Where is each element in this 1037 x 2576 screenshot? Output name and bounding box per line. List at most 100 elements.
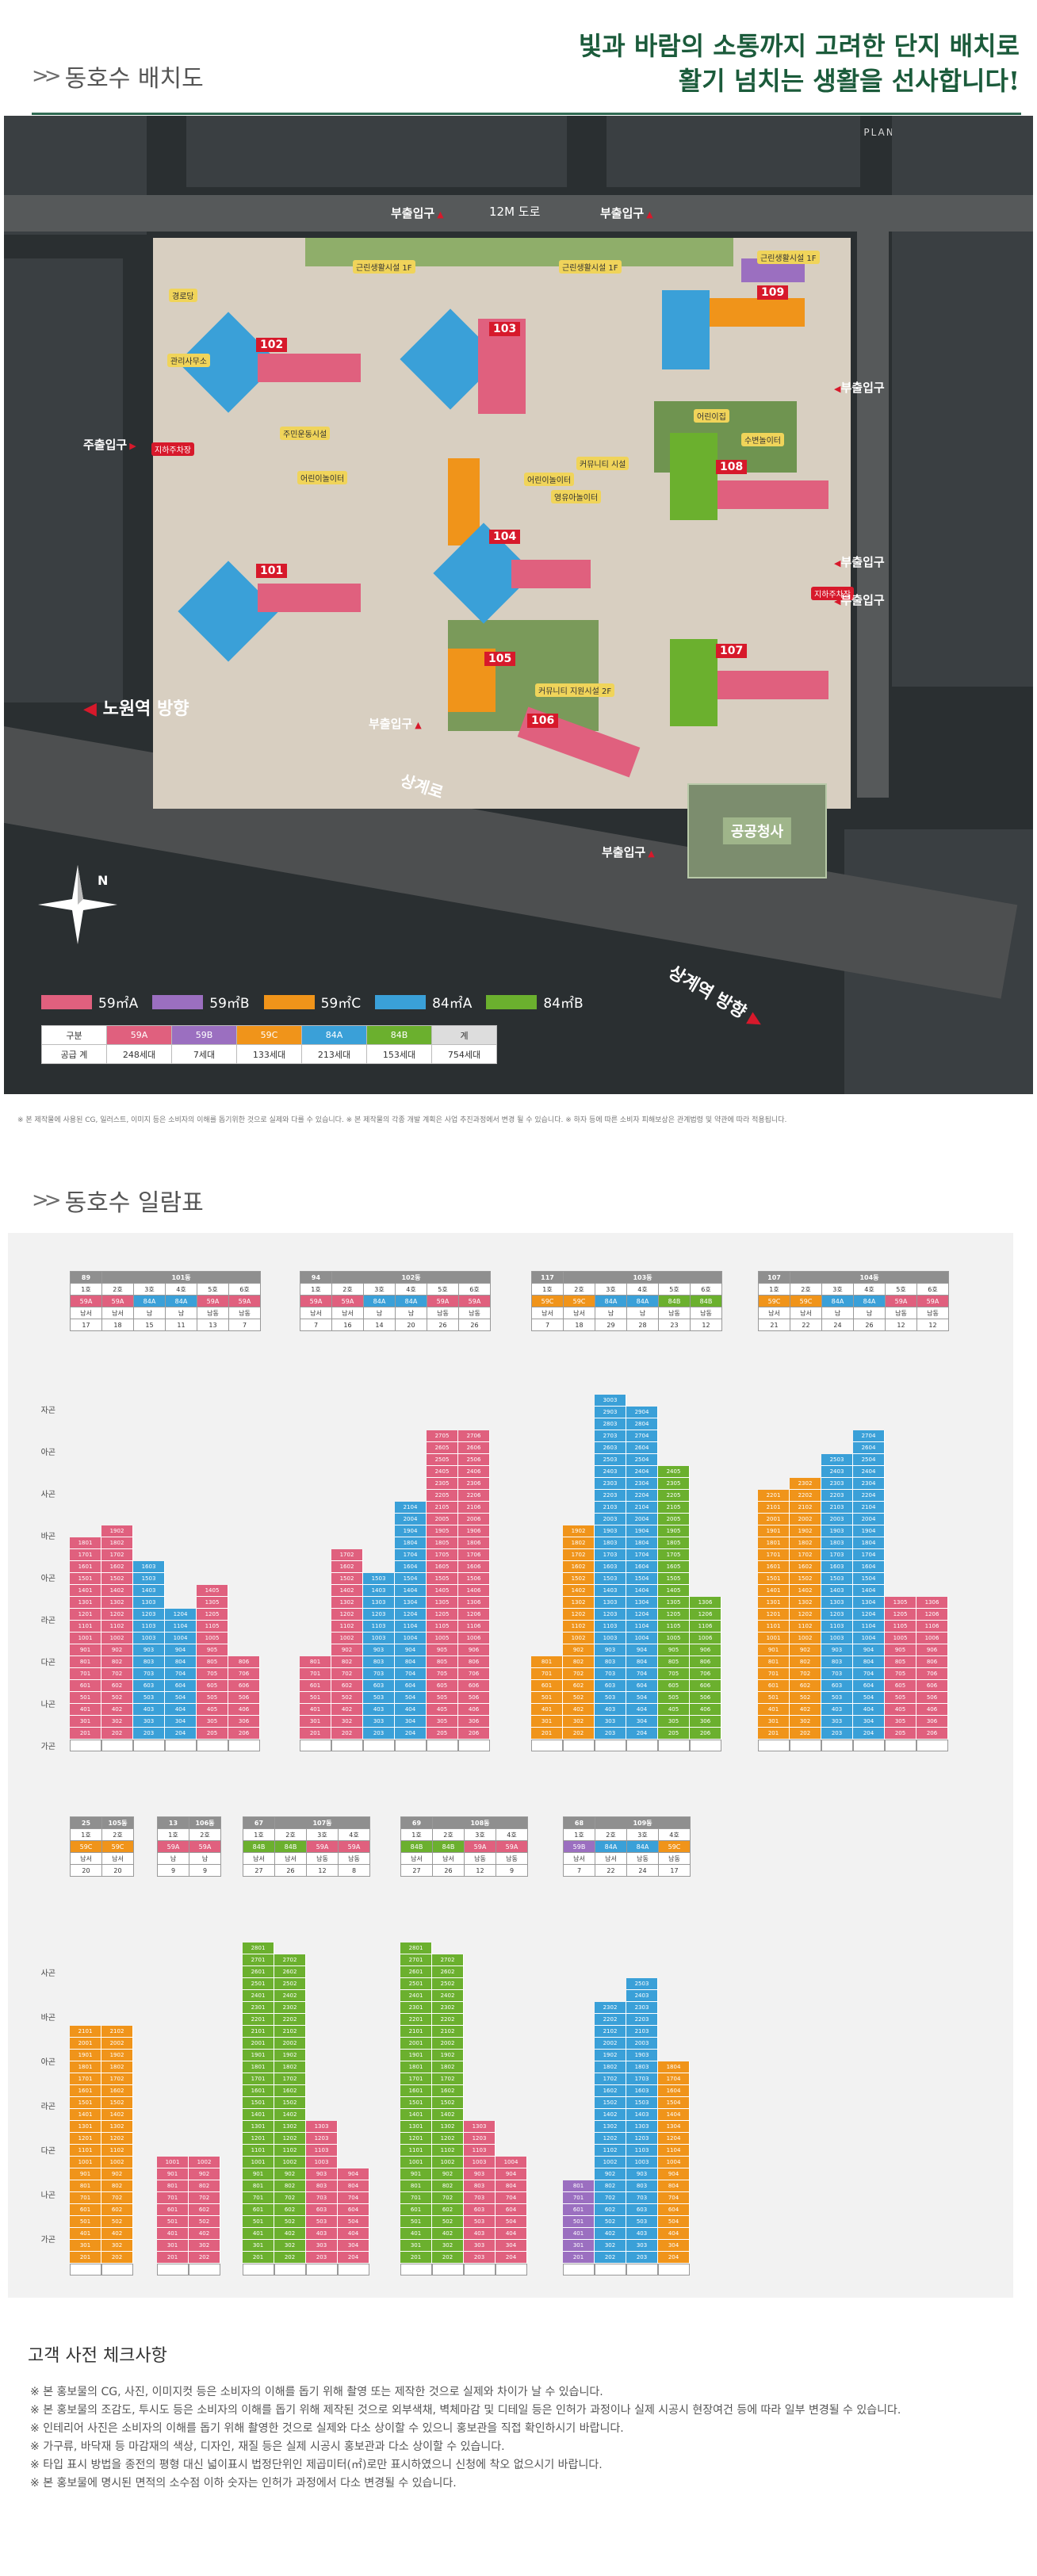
- unit-cell: 601: [157, 2204, 189, 2216]
- unit-cell: 3003: [595, 1395, 626, 1407]
- building-header-title-row: 67 107동: [243, 1816, 370, 1829]
- unit-cell: 2702: [432, 1954, 464, 1966]
- unit-cell: 702: [189, 2192, 220, 2204]
- unit-cell: 1102: [432, 2145, 464, 2157]
- unit-cell: 902: [595, 2168, 626, 2180]
- entrance-label: 부출입구 ▲: [369, 715, 422, 732]
- unit-cell: 204: [626, 1728, 658, 1740]
- checklist: 본 홍보물의 CG, 사진, 이미지컷 등은 소비자의 이해를 돕기 위해 촬영…: [30, 2383, 1013, 2493]
- unit-direction-label: 남동: [626, 1852, 659, 1865]
- unit-cell: 2504: [626, 1454, 658, 1466]
- unit-cell: 1302: [101, 1597, 133, 1609]
- unit-cell: 801: [70, 2180, 101, 2192]
- unit-cell: 303: [595, 1716, 626, 1728]
- unit-cell: 1501: [70, 1573, 101, 1585]
- unit-cell: 2305: [658, 1478, 690, 1490]
- unit-cell: 1804: [395, 1537, 427, 1549]
- unit-cell: 504: [395, 1692, 427, 1704]
- building-header-title-row: 94 102동: [300, 1271, 491, 1284]
- unit-cell: 202: [432, 2252, 464, 2264]
- double-chevron-icon: >>: [32, 64, 61, 88]
- unit-cell: 1706: [458, 1549, 490, 1561]
- unit-count-label: 8: [338, 1864, 370, 1877]
- unit-cell: 1902: [101, 2050, 133, 2061]
- direction-text: 노원역 방향: [102, 699, 189, 719]
- unit-type-label: 59A: [197, 1295, 229, 1307]
- unit-cell: 2202: [790, 1490, 821, 1502]
- unit-cell: 203: [363, 1728, 395, 1740]
- building-header-row: 남서 남서 남동 남동: [400, 1852, 528, 1865]
- unit-line-label: 2호: [595, 1828, 627, 1841]
- unit-cell: 401: [300, 1704, 331, 1716]
- unit-count-label: 15: [133, 1319, 166, 1331]
- building-header-row: 남서 남서 남동 남동: [563, 1852, 691, 1865]
- unit-cell: 806: [458, 1656, 490, 1668]
- unit-cell: 1005: [197, 1632, 228, 1644]
- unit-cell: 304: [853, 1716, 885, 1728]
- unit-cell: 2201: [400, 2014, 432, 2026]
- unit-type-label: 59A: [101, 1295, 134, 1307]
- unit-cell: 2104: [395, 1502, 427, 1514]
- slogan: 빛과 바람의 소통까지 고려한 단지 배치로 활기 넘치는 생활을 선사합니다!: [579, 29, 1020, 98]
- piloti-cell: [432, 2264, 464, 2276]
- unit-cell: 306: [690, 1716, 721, 1728]
- unit-cell: 501: [70, 1692, 101, 1704]
- unit-line-label: 2호: [189, 1828, 221, 1841]
- unit-cell: 1102: [101, 2145, 133, 2157]
- legend-swatch: [152, 994, 204, 1009]
- unit-cell: 1302: [790, 1597, 821, 1609]
- entrance-text: 부출입구: [840, 381, 885, 395]
- unit-cell: 1702: [101, 1549, 133, 1561]
- unit-line-label: 1호: [531, 1283, 564, 1296]
- unit-cell: 404: [165, 1704, 197, 1716]
- piloti-cell: [690, 1740, 721, 1751]
- unit-cell: 2001: [758, 1514, 790, 1525]
- unit-cell: 805: [197, 1656, 228, 1668]
- piloti-cell: [197, 1740, 228, 1751]
- unit-cell: 1101: [400, 2145, 432, 2157]
- unit-cell: 1003: [626, 2157, 658, 2168]
- unit-cell: 1003: [595, 1632, 626, 1644]
- building-header-row: 남서 남서 남 남 남동 남동: [300, 1307, 491, 1319]
- unit-type-label: 59A: [306, 1840, 339, 1853]
- unit-cell: 1501: [400, 2097, 432, 2109]
- unit-column: 204 304 404 504 604 704 804 904 1004 1104 1204 1304…: [658, 2061, 690, 2276]
- building-header-row: 59A 59A 84A 84A 59A 59A: [300, 1295, 491, 1307]
- unit-cell: 1004: [395, 1632, 427, 1644]
- unit-cell: 2604: [626, 1442, 658, 1454]
- entrance-text: 부출입구: [840, 555, 885, 569]
- unit-cell: 1402: [274, 2109, 306, 2121]
- unit-direction-label: 남동: [427, 1307, 459, 1319]
- unit-count-label: 9: [496, 1864, 528, 1877]
- unit-cell: 905: [658, 1644, 690, 1656]
- unit-column: 206 306 406 506 606 706 806 906 1006 1106 1206 1306…: [458, 1430, 490, 1751]
- unit-cell: 205: [658, 1728, 690, 1740]
- unit-cell: 1802: [101, 2061, 133, 2073]
- unit-column: 202 302 402 502 602 702 802 902 1002 1102 1202 1302…: [790, 1478, 821, 1751]
- unit-cell: 1203: [626, 2133, 658, 2145]
- unit-cell: 805: [885, 1656, 916, 1668]
- unit-line-label: 1호: [300, 1283, 332, 1296]
- unit-cell: 2404: [626, 1466, 658, 1478]
- unit-cell: 1901: [758, 1525, 790, 1537]
- unit-cell: 303: [133, 1716, 165, 1728]
- unit-cell: 902: [432, 2168, 464, 2180]
- checklist-title: 고객 사전 체크사항: [28, 2346, 167, 2366]
- building-header-table: 25 105동 1호 2호 59C 59C 남서 남서 20 20: [70, 1816, 134, 1877]
- unit-cell: 1802: [595, 2061, 626, 2073]
- unit-cell: 904: [658, 2168, 690, 2180]
- unit-direction-label: 남: [626, 1307, 659, 1319]
- checklist-item: 타입 표시 방법을 종전의 평형 대신 넓이표시 법정단위인 제곱미터(㎡)로만…: [30, 2456, 1013, 2475]
- unit-line-label: 1호: [243, 1828, 275, 1841]
- entrance-text: 부출입구: [602, 845, 646, 859]
- unit-direction-label: 남동: [496, 1852, 528, 1865]
- unit-cell: 1202: [101, 1609, 133, 1621]
- unit-cell: 2301: [243, 2002, 274, 2014]
- unit-line-label: 6호: [458, 1283, 491, 1296]
- unit-cell: 903: [626, 2168, 658, 2180]
- footnote: ※ 본 제작물에 사용된 CG, 일러스트, 이미지 등은 소비자의 이해를 돕…: [17, 1116, 787, 1124]
- unit-count-label: 21: [758, 1319, 790, 1331]
- unit-cell: 1106: [690, 1621, 721, 1632]
- unit-cell: 703: [133, 1668, 165, 1680]
- unit-cell: 1305: [197, 1597, 228, 1609]
